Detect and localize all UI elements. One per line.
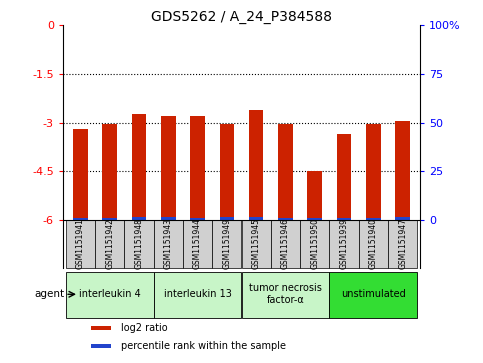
Text: GSM1151942: GSM1151942 (105, 219, 114, 269)
Text: GSM1151939: GSM1151939 (340, 219, 349, 269)
Bar (278, 124, 293, 220)
Text: unstimulated: unstimulated (341, 289, 406, 299)
Bar (183, 220, 212, 268)
Bar (388, 220, 417, 268)
Text: interleukin 4: interleukin 4 (79, 289, 141, 299)
Title: GDS5262 / A_24_P384588: GDS5262 / A_24_P384588 (151, 11, 332, 24)
Text: log2 ratio: log2 ratio (121, 323, 168, 333)
Bar (91, 344, 111, 348)
Bar (329, 220, 359, 268)
Text: GSM1151948: GSM1151948 (134, 219, 143, 269)
Text: GSM1151949: GSM1151949 (222, 219, 231, 269)
Bar (242, 220, 271, 268)
Bar (73, 129, 88, 220)
Bar (249, 110, 263, 220)
Bar (366, 124, 381, 220)
Bar (132, 114, 146, 220)
Bar (161, 217, 176, 220)
Bar (307, 218, 322, 220)
Bar (307, 171, 322, 220)
Text: interleukin 13: interleukin 13 (164, 289, 231, 299)
Bar (91, 326, 111, 330)
Bar (359, 220, 388, 268)
Bar (337, 218, 351, 220)
Bar (329, 272, 417, 318)
Bar (242, 272, 329, 318)
Bar (212, 220, 242, 268)
Bar (337, 134, 351, 220)
Bar (366, 218, 381, 220)
Text: tumor necrosis
factor-α: tumor necrosis factor-α (249, 284, 322, 305)
Text: percentile rank within the sample: percentile rank within the sample (121, 341, 286, 351)
Bar (95, 220, 124, 268)
Bar (395, 217, 410, 220)
Text: GSM1151950: GSM1151950 (310, 219, 319, 269)
Bar (190, 218, 205, 220)
Text: GSM1151946: GSM1151946 (281, 219, 290, 269)
Bar (102, 124, 117, 220)
Bar (220, 124, 234, 220)
Bar (132, 217, 146, 220)
Bar (63, 220, 420, 268)
Bar (190, 116, 205, 220)
Bar (66, 220, 95, 268)
Text: GSM1151940: GSM1151940 (369, 219, 378, 269)
Bar (300, 220, 329, 268)
Bar (154, 220, 183, 268)
Text: GSM1151947: GSM1151947 (398, 219, 407, 269)
Bar (278, 218, 293, 220)
Text: GSM1151941: GSM1151941 (76, 219, 85, 269)
Text: GSM1151944: GSM1151944 (193, 219, 202, 269)
Text: GSM1151943: GSM1151943 (164, 219, 173, 269)
Bar (102, 219, 117, 220)
Bar (124, 220, 154, 268)
Bar (271, 220, 300, 268)
Bar (161, 116, 176, 220)
Bar (73, 219, 88, 220)
Text: agent: agent (34, 289, 64, 299)
Bar (249, 217, 263, 220)
Bar (154, 272, 242, 318)
Text: GSM1151945: GSM1151945 (252, 219, 261, 269)
Bar (66, 272, 154, 318)
Bar (220, 217, 234, 220)
Bar (395, 121, 410, 220)
